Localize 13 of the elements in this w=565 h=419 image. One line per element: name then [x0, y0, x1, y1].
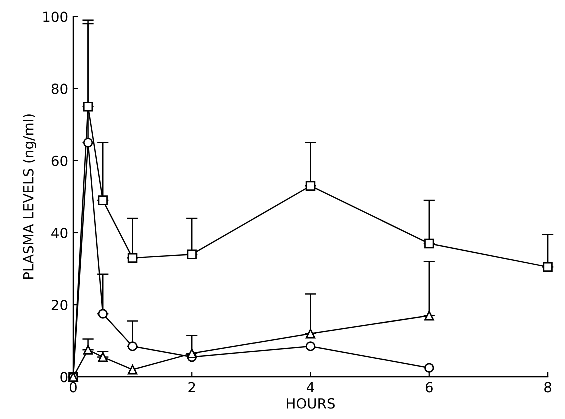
y-tick-label: 60 [52, 156, 68, 166]
x-tick-label: 6 [426, 382, 433, 393]
x-tick-label: 2 [188, 382, 196, 393]
x-tick-label: 0 [70, 382, 77, 393]
y-tick-label: 100 [44, 12, 68, 22]
x-tick-label: 8 [544, 382, 552, 393]
x-axis-title: HOURS [287, 398, 335, 409]
y-tick-label: 20 [52, 300, 68, 311]
x-tick-label: 4 [307, 382, 314, 393]
y-tick-label: 40 [52, 228, 68, 238]
y-axis-title: PLASMA LEVELS (ng/ml) [23, 114, 37, 280]
y-tick-label: 0 [60, 372, 68, 383]
y-tick-label: 80 [52, 84, 68, 94]
